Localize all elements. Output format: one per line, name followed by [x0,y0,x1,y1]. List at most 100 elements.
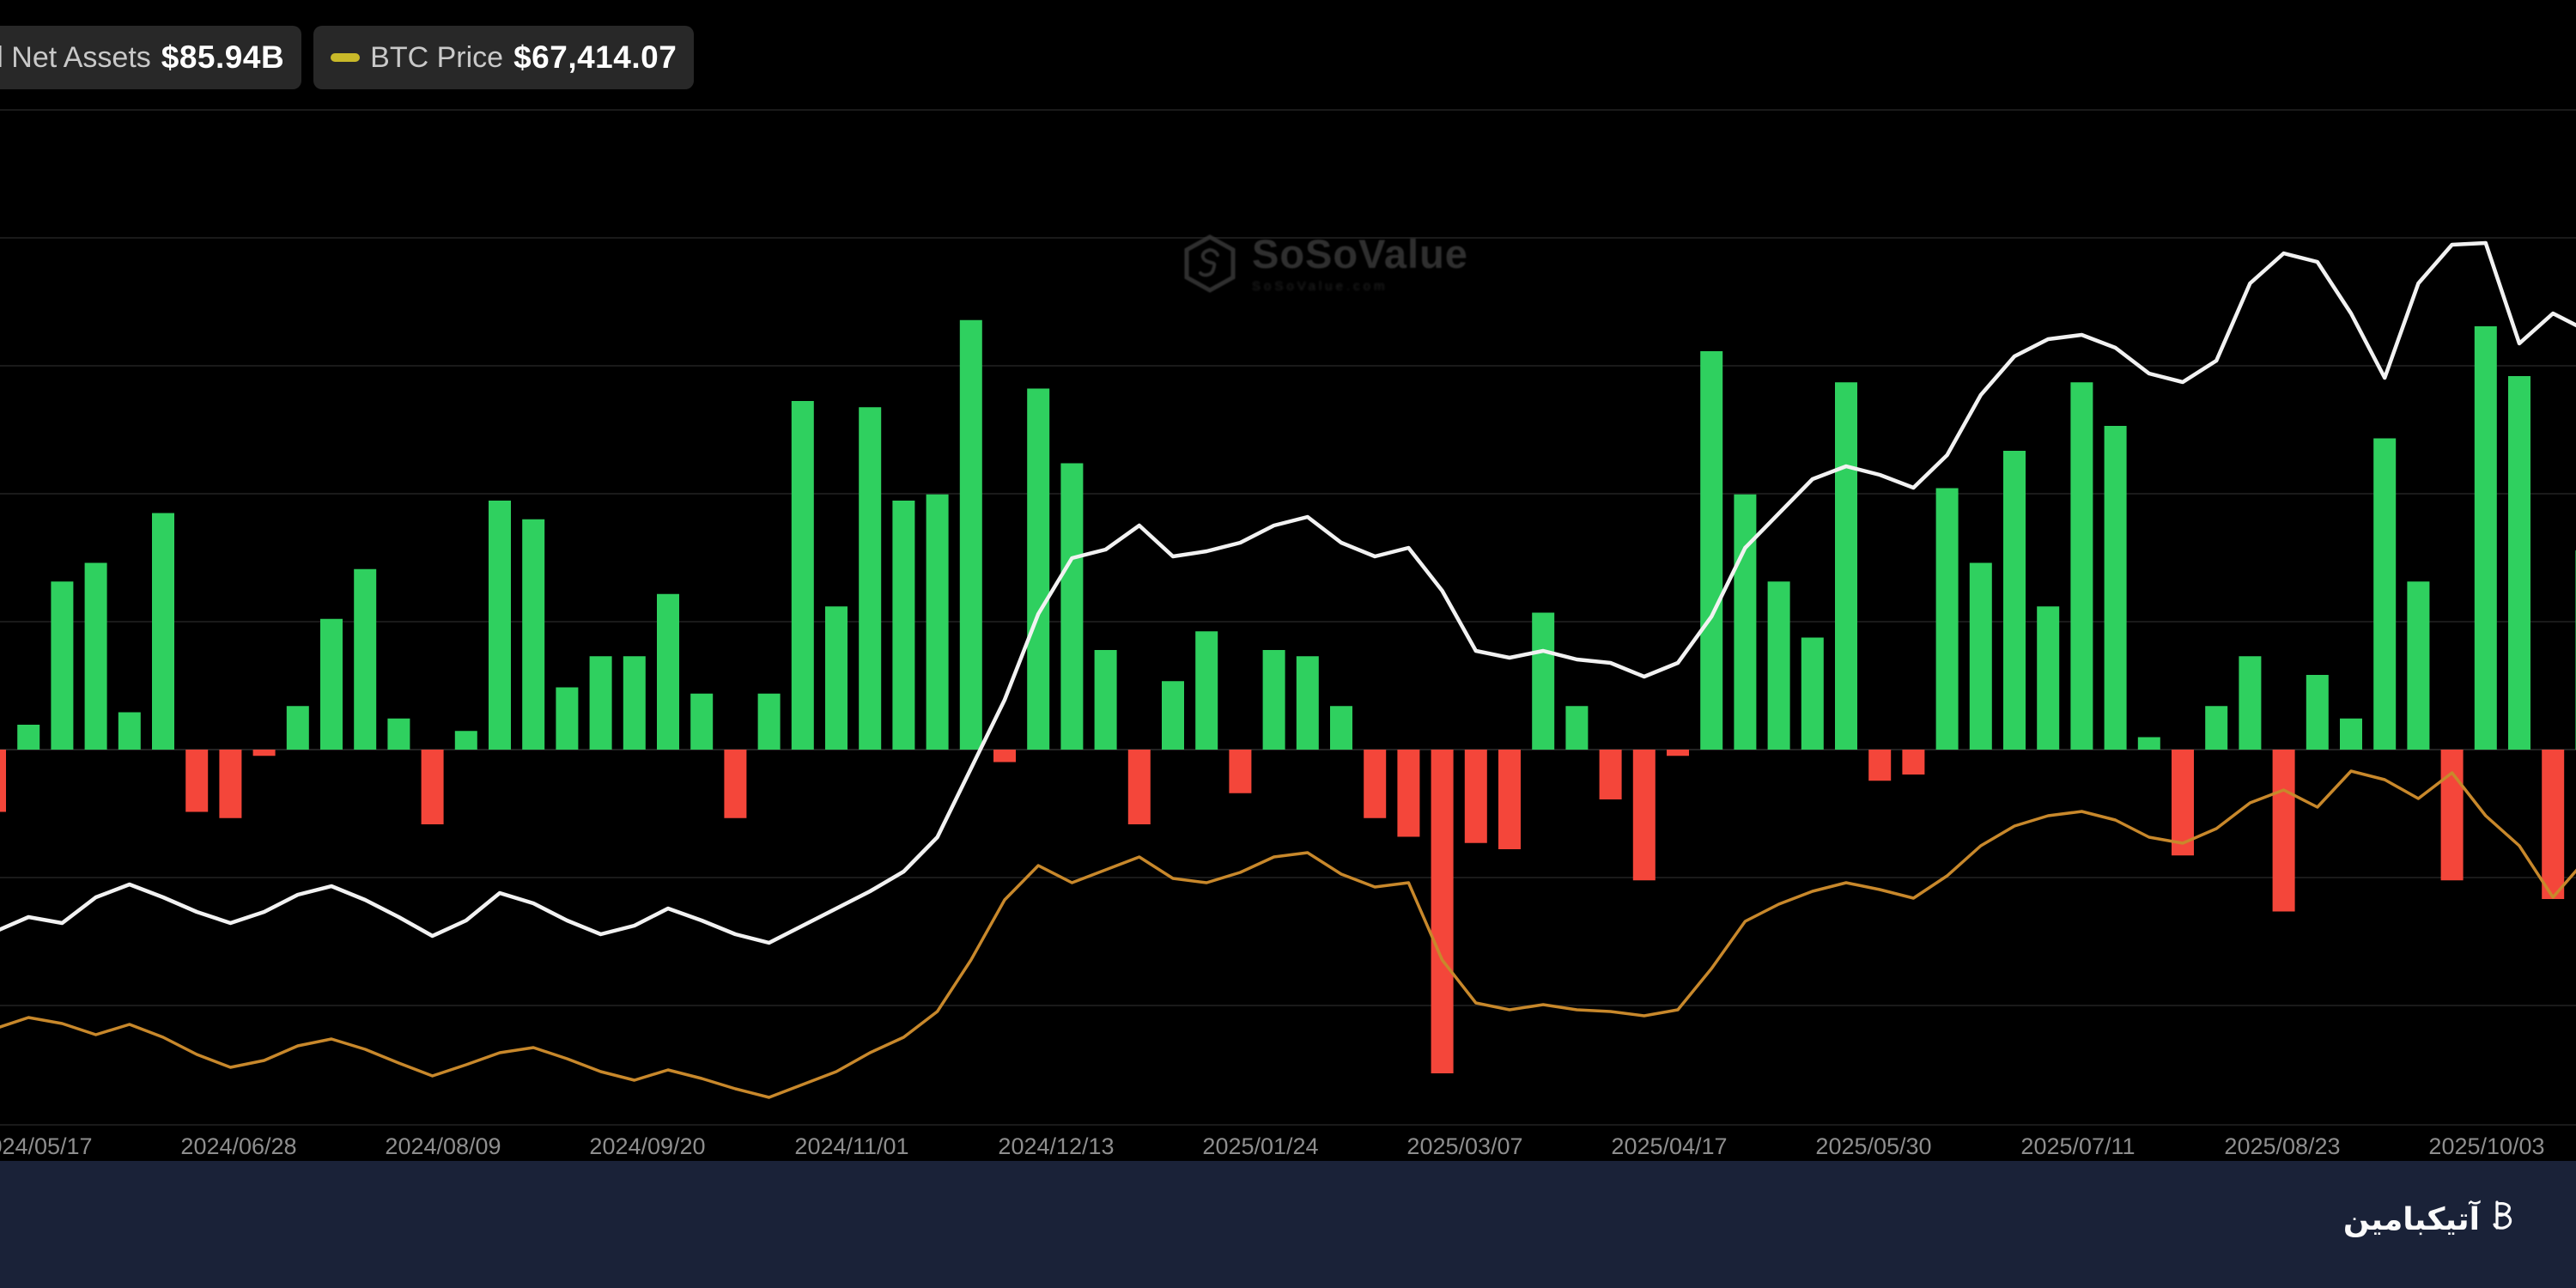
btc-price-marker-icon [331,53,361,62]
inflow-bar[interactable] [387,718,410,750]
outflow-bar[interactable] [1498,750,1521,849]
outflow-bar[interactable] [1364,750,1387,818]
x-axis-label: 2024/08/09 [385,1133,501,1159]
inflow-bar[interactable] [657,593,679,750]
inflow-bar[interactable] [1060,463,1084,750]
inflow-bar[interactable] [959,319,982,750]
footer-bar: آتیکبامین [0,1161,2576,1288]
outflow-bar[interactable] [1632,750,1656,881]
outflow-bar[interactable] [2272,750,2295,912]
x-axis-label: 2025/07/11 [2020,1133,2135,1159]
inflow-bar[interactable] [2104,426,2127,750]
x-axis-label: 2024/09/20 [589,1133,705,1159]
outflow-bar[interactable] [2172,750,2194,856]
inflow-bar[interactable] [2306,675,2329,750]
outflow-bar[interactable] [2542,750,2565,899]
outflow-bar[interactable] [1127,750,1151,824]
inflow-bar[interactable] [1330,706,1352,750]
inflow-bar[interactable] [1734,494,1757,750]
total-net-assets-line [0,240,2576,945]
outflow-bar[interactable] [185,750,209,812]
outflow-bar[interactable] [1431,750,1454,1073]
inflow-bar[interactable] [51,581,74,750]
outflow-bar[interactable] [1902,750,1925,775]
inflow-bar[interactable] [1969,562,1992,750]
inflow-bar[interactable] [926,494,949,750]
legend-chip-total-net-assets[interactable]: Total Net Assets $85.94B [0,26,302,89]
inflow-bar[interactable] [17,725,40,750]
footer-brand: آتیکبامین [2343,1199,2519,1240]
outflow-bar[interactable] [1397,750,1420,837]
outflow-bar[interactable] [2440,750,2464,881]
inflow-bar[interactable] [2137,737,2160,750]
inflow-bar[interactable] [859,407,882,750]
inflow-bar[interactable] [2239,656,2262,750]
inflow-bar[interactable] [623,656,646,750]
inflow-bar[interactable] [522,519,545,750]
inflow-bar[interactable] [1262,650,1285,750]
inflow-bar[interactable] [757,693,781,750]
btc-price-line [0,769,2576,1099]
x-axis-label: 2025/08/23 [2224,1133,2340,1159]
x-axis-label: 2024/05/17 [0,1133,93,1159]
inflow-bar[interactable] [152,513,174,750]
legend-value: $67,414.07 [513,39,677,75]
inflow-bar[interactable] [118,712,141,750]
inflow-bar[interactable] [1027,388,1050,750]
inflow-bar[interactable] [2003,451,2026,750]
inflow-bar[interactable] [320,618,343,750]
inflow-bar[interactable] [2340,718,2362,750]
x-axis-label: 2024/12/13 [998,1133,1114,1159]
inflow-bar[interactable] [2474,326,2497,750]
inflow-bar[interactable] [2037,606,2060,750]
inflow-bar[interactable] [1162,681,1184,750]
inflow-bar[interactable] [454,731,477,750]
inflow-bar[interactable] [2373,438,2397,750]
inflow-bar[interactable] [1700,351,1723,750]
inflow-bar[interactable] [1935,488,1959,750]
x-axis-label: 2024/11/01 [794,1133,908,1159]
inflow-bar[interactable] [556,687,579,750]
inflow-bar[interactable] [1296,656,1319,750]
inflow-bar[interactable] [354,568,377,750]
inflow-bar[interactable] [489,501,511,750]
inflow-bar[interactable] [1767,581,1790,750]
x-axis-label: 2025/05/30 [1815,1133,1931,1159]
footer-brand-logo-icon [2493,1200,2512,1230]
outflow-bar[interactable] [724,750,747,818]
footer-brand-text: آتیکبامین [2342,1201,2480,1237]
inflow-bar[interactable] [1801,637,1824,750]
inflow-bar[interactable] [84,562,107,750]
inflow-bar[interactable] [1835,382,1857,750]
inflow-bar[interactable] [1094,650,1117,750]
outflow-bar[interactable] [1599,750,1622,799]
outflow-bar[interactable] [252,750,276,756]
outflow-bar[interactable] [0,750,6,812]
inflow-bar[interactable] [1565,706,1589,750]
inflow-bar[interactable] [2508,376,2530,750]
x-axis-label: 2025/10/03 [2428,1133,2544,1159]
inflow-bar[interactable] [2407,581,2430,750]
inflow-bar[interactable] [892,501,915,750]
inflow-bar[interactable] [791,401,814,750]
legend-chip-btc-price[interactable]: BTC Price $67,414.07 [313,26,695,89]
outflow-bar[interactable] [1464,750,1487,843]
inflow-bar[interactable] [2070,382,2093,750]
inflow-bar[interactable] [589,656,612,750]
inflow-bar[interactable] [1195,631,1218,750]
outflow-bar[interactable] [421,750,444,824]
inflow-bar[interactable] [1532,612,1555,750]
inflow-bar[interactable] [690,693,714,750]
inflow-bar[interactable] [2205,706,2228,750]
x-axis-label: 2025/04/17 [1611,1133,1727,1159]
inflow-bar[interactable] [286,706,309,750]
legend-value: $85.94B [161,39,285,75]
outflow-bar[interactable] [993,750,1016,762]
outflow-bar[interactable] [1667,750,1689,756]
outflow-bar[interactable] [219,750,242,818]
outflow-bar[interactable] [1868,750,1892,781]
inflow-bar[interactable] [825,606,848,750]
outflow-bar[interactable] [1229,750,1252,793]
